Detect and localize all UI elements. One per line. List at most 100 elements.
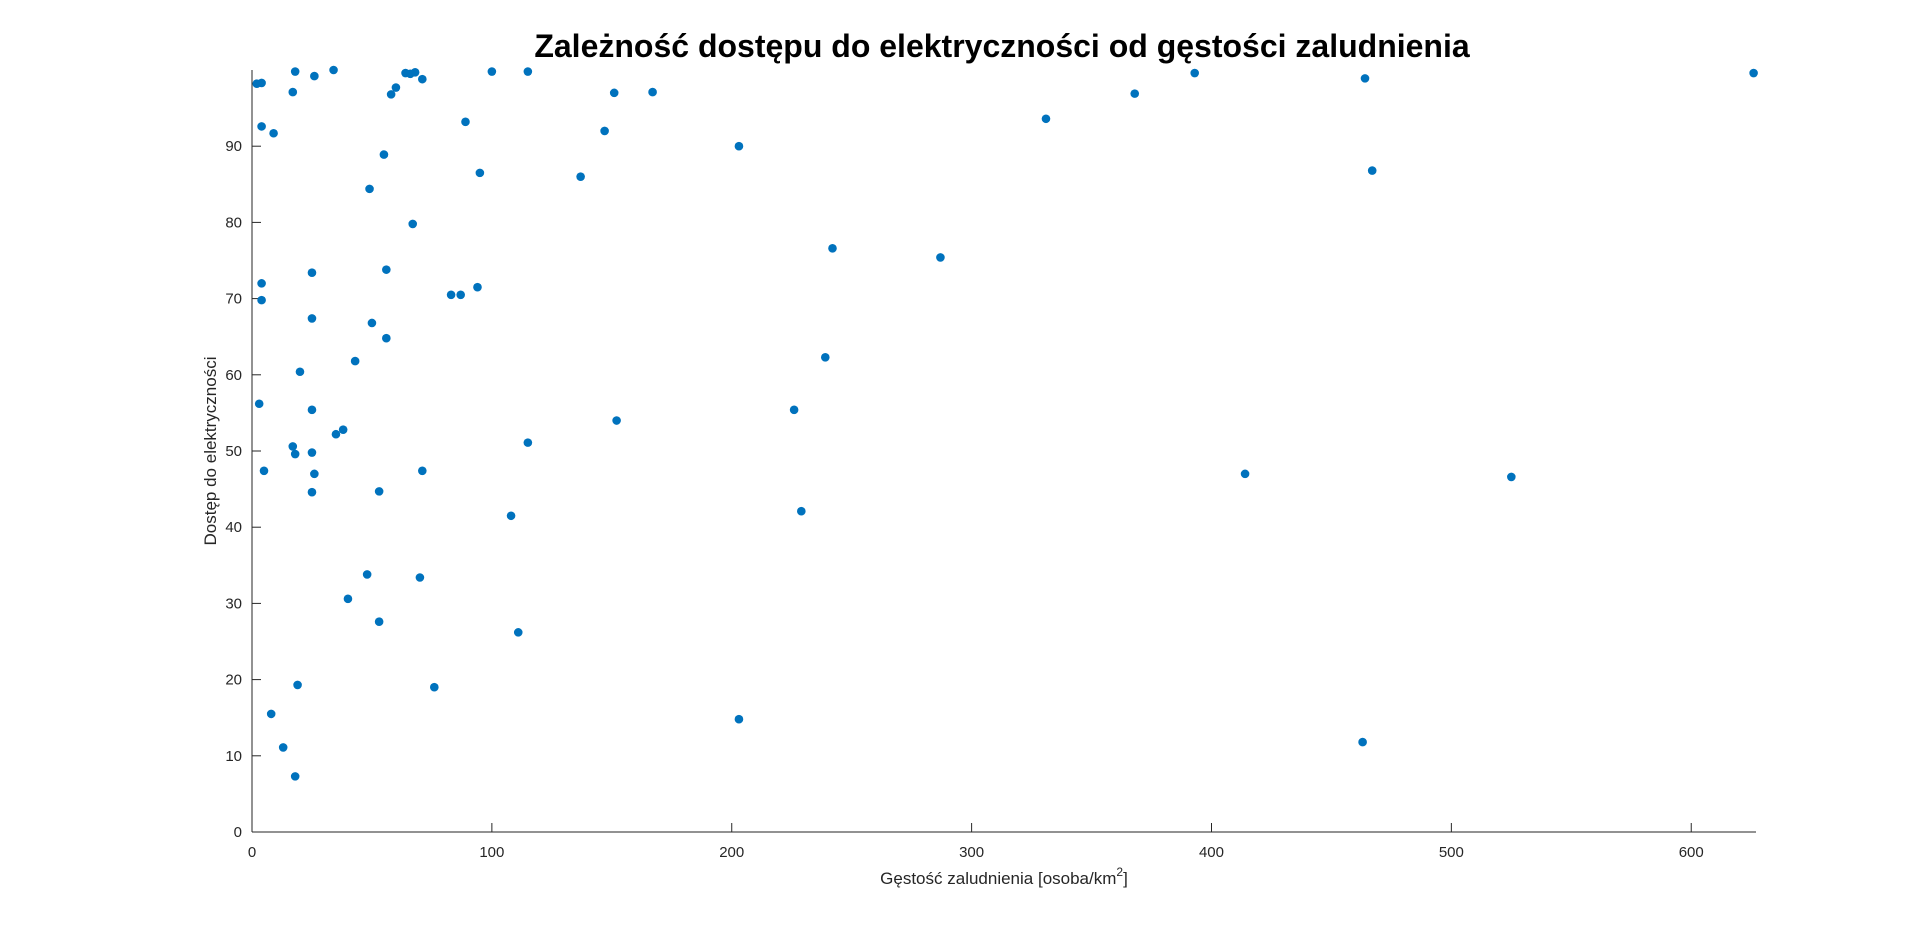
data-point <box>374 487 384 496</box>
x-tick-label: 300 <box>959 844 984 861</box>
data-point <box>374 617 384 626</box>
data-point <box>513 628 523 637</box>
data-point <box>506 511 516 521</box>
data-point <box>257 122 266 131</box>
x-tick-label: 500 <box>1439 844 1464 861</box>
y-tick-label: 40 <box>225 519 242 536</box>
chart-title: Zależność dostępu do elektryczności od g… <box>534 28 1470 64</box>
data-point <box>295 367 305 377</box>
data-point <box>1190 68 1199 78</box>
data-point <box>1130 89 1140 98</box>
data-point <box>259 466 269 476</box>
data-point <box>290 772 300 781</box>
y-tick-label: 0 <box>234 824 242 841</box>
data-point <box>473 282 482 292</box>
y-tick-label: 60 <box>225 367 242 384</box>
data-point <box>367 318 377 328</box>
data-point <box>609 88 619 98</box>
data-point <box>456 290 465 300</box>
data-point <box>343 594 353 604</box>
y-tick-label: 80 <box>225 214 242 231</box>
data-point <box>310 71 319 81</box>
plot-area: 0 100 200 300 400 500 600 0 10 20 30 40 50 60 70 80 90 <box>225 65 1758 861</box>
x-tick-label: 100 <box>479 844 504 861</box>
data-point <box>307 405 317 415</box>
data-point <box>523 67 533 76</box>
data-point <box>734 714 744 724</box>
data-point <box>293 680 302 690</box>
data-point <box>310 469 319 479</box>
data-point <box>288 442 298 451</box>
x-tick-label: 600 <box>1679 844 1704 861</box>
data-point <box>936 253 945 262</box>
y-axis-ticks: 0 10 20 30 40 50 60 70 80 90 <box>225 138 261 841</box>
data-point <box>391 83 401 92</box>
data-point <box>828 244 837 253</box>
data-point <box>1360 74 1370 83</box>
data-point <box>797 506 806 516</box>
data-point <box>820 352 830 362</box>
data-point <box>430 682 439 692</box>
data-point <box>415 573 425 582</box>
y-tick-label: 30 <box>225 595 242 612</box>
data-point <box>288 87 298 97</box>
data-point <box>1367 166 1377 175</box>
data-point <box>257 279 266 288</box>
data-point <box>1240 469 1250 479</box>
x-axis-label: Gęstość zaludnienia [osoba/km2] <box>880 865 1128 888</box>
y-axis-label: Dostęp do elektryczności <box>201 357 220 546</box>
data-point <box>410 67 420 77</box>
y-tick-label: 70 <box>225 291 242 308</box>
data-point <box>648 87 657 97</box>
y-tick-label: 20 <box>225 672 242 689</box>
data-point <box>278 743 288 752</box>
x-tick-label: 200 <box>719 844 744 861</box>
data-point <box>307 268 317 277</box>
data-point <box>386 90 396 99</box>
x-tick-label: 400 <box>1199 844 1224 861</box>
data-point <box>382 333 391 343</box>
data-point <box>382 265 391 274</box>
data-point <box>365 184 374 194</box>
data-point <box>461 117 470 127</box>
data-point <box>734 141 744 151</box>
data-point <box>350 356 360 366</box>
data-point <box>418 74 427 84</box>
data-point <box>475 168 485 178</box>
data-point <box>379 150 389 159</box>
data-point <box>338 425 348 434</box>
data-point <box>1041 114 1051 124</box>
x-axis-label-text: Gęstość zaludnienia [osoba/km <box>880 869 1116 888</box>
data-point <box>1358 737 1367 747</box>
data-point <box>254 399 264 409</box>
data-point <box>487 67 497 76</box>
data-point <box>600 126 609 136</box>
data-point <box>446 290 456 300</box>
x-axis-label-suffix: ] <box>1123 869 1128 888</box>
data-point <box>329 65 338 75</box>
data-point <box>266 709 276 719</box>
data-point <box>269 128 278 138</box>
x-tick-label: 0 <box>248 844 256 861</box>
y-tick-label: 50 <box>225 443 242 460</box>
y-tick-label: 90 <box>225 138 242 155</box>
data-point <box>1507 472 1516 482</box>
x-axis-label-superscript: 2 <box>1116 865 1123 879</box>
x-axis-ticks: 0 100 200 300 400 500 600 <box>248 823 1704 861</box>
data-point <box>307 487 317 497</box>
data-points <box>252 65 1758 781</box>
data-point <box>408 219 418 229</box>
data-point <box>1749 68 1758 78</box>
data-point <box>612 416 621 425</box>
data-point <box>523 438 533 447</box>
data-point <box>290 67 300 76</box>
data-point <box>418 466 427 476</box>
data-point <box>290 449 300 459</box>
data-point <box>789 405 799 415</box>
data-point <box>257 78 266 88</box>
data-point <box>331 429 341 439</box>
data-point <box>307 314 317 323</box>
data-point <box>362 570 372 579</box>
